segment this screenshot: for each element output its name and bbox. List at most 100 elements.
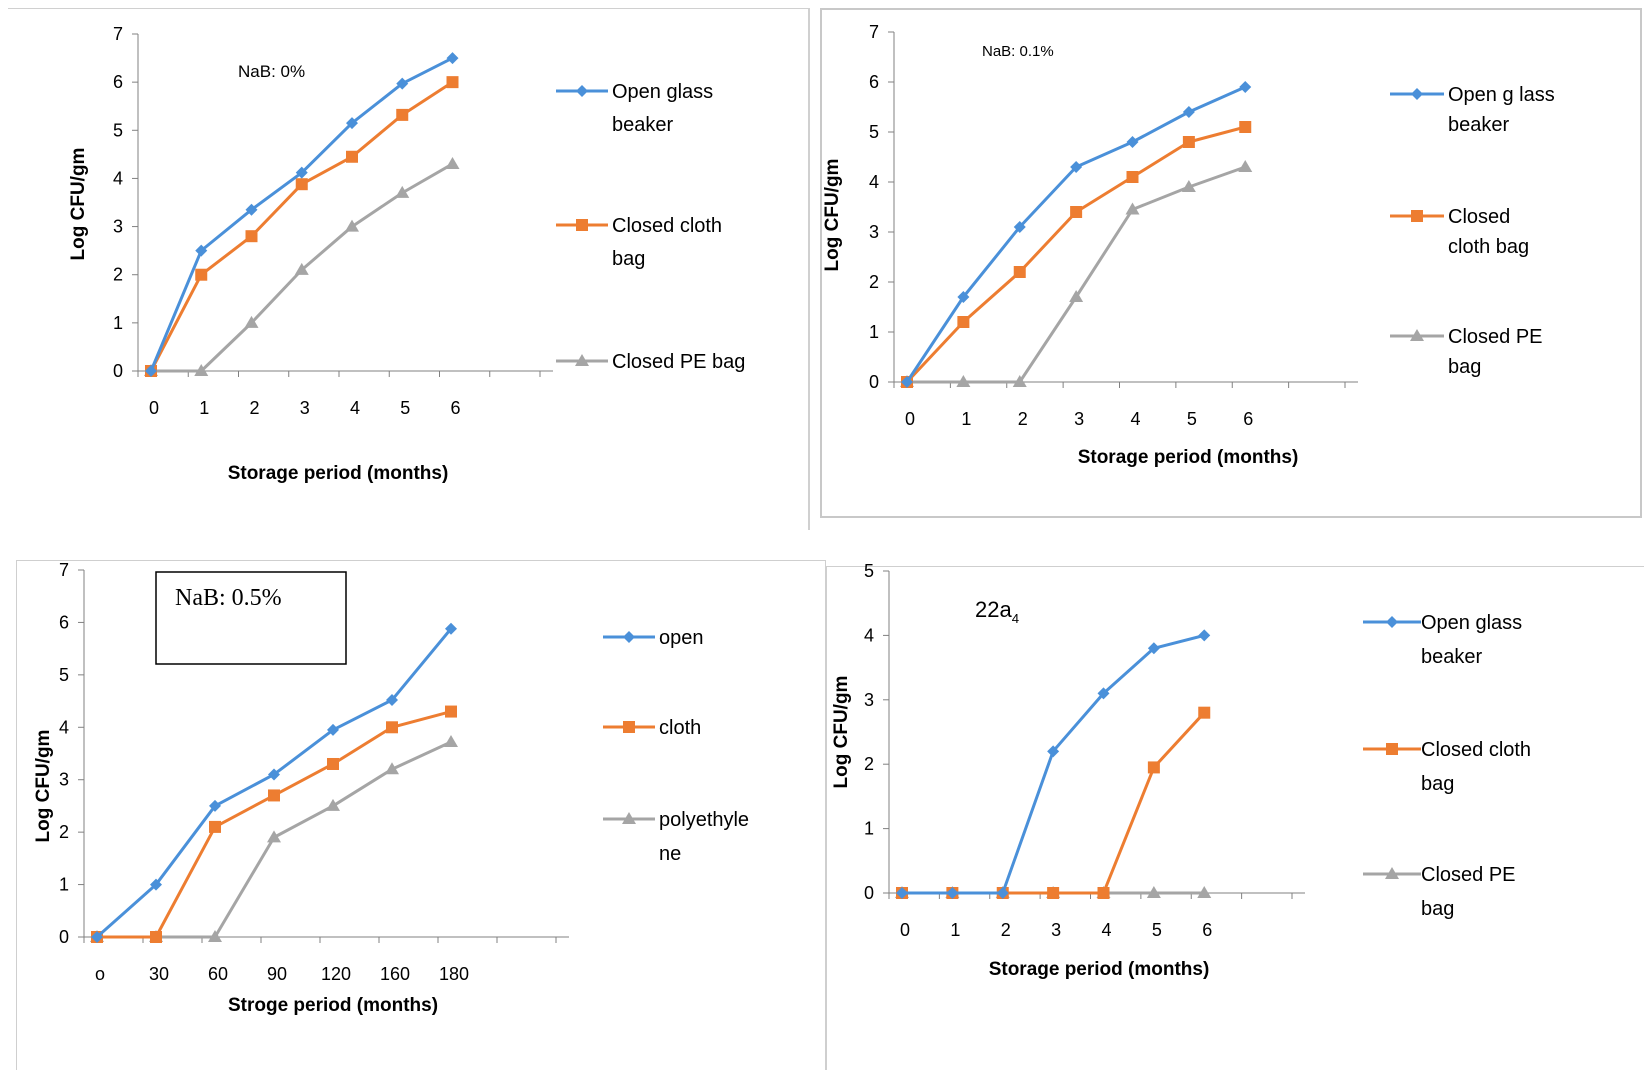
y-tick-label: 4 [113, 168, 123, 188]
legend-label-line: Closed PE [1421, 864, 1516, 886]
x-tick-label: 0 [905, 409, 915, 429]
chart-panel-nab-0-1: 0 1 2 3 4 5 6 7 0 1 2 3 4 5 6 Storage period (months) Lo… [820, 8, 1642, 518]
x-tick-label: 160 [380, 964, 410, 984]
data-point-square [327, 757, 339, 770]
legend-label-line: cloth bag [1448, 236, 1529, 258]
y-tick-label: 0 [59, 927, 69, 947]
chart-panel-nab-0-5: 0 1 2 3 4 5 6 7 o 30 60 90 120 160 180 Stroge period (m… [16, 560, 826, 1070]
annotation-subscript: 4 [1012, 611, 1019, 626]
legend-marker-triangle [1385, 867, 1399, 879]
data-point-square [1070, 206, 1083, 218]
chart-panel-nab-0: 0 1 2 3 4 5 6 7 0 1 2 3 4 5 6 Storage period (months) Lo… [8, 8, 810, 530]
data-point-diamond [295, 166, 308, 179]
series-line-square [149, 80, 454, 372]
data-point-diamond [446, 52, 459, 65]
data-point-diamond [268, 768, 280, 781]
legend-label-line: polyethyle [659, 809, 749, 831]
data-point-square [1047, 887, 1060, 899]
y-tick-label: 2 [864, 754, 874, 774]
data-point-square [446, 76, 459, 89]
legend-marker-square [623, 721, 635, 733]
legend-label-line: Closed [1448, 206, 1510, 228]
axes: 0 1 2 3 4 5 0 1 2 3 4 5 6 Storage period (months) Log … [831, 561, 1305, 980]
data-point-diamond [346, 117, 358, 130]
data-point-diamond [957, 291, 970, 303]
legend-label-line: open [659, 627, 704, 649]
legend-marker-diamond [1411, 88, 1423, 100]
legend-label: Open g lass beaker [1448, 84, 1555, 136]
y-tick-label: 0 [864, 883, 874, 903]
data-point-diamond [1047, 745, 1060, 758]
axes: 0 1 2 3 4 5 6 7 0 1 2 3 4 5 6 Storage period (months) Lo… [822, 22, 1358, 468]
x-tick-label: 180 [439, 964, 469, 984]
legend-marker-square [1411, 210, 1423, 222]
data-point-triangle [395, 185, 410, 198]
legend-marker-triangle [622, 812, 636, 824]
series-line-square [902, 711, 1206, 895]
y-tick-label: 1 [59, 875, 69, 895]
data-point-diamond [1182, 106, 1195, 118]
y-axis-title: Log CFU/gm [822, 159, 843, 272]
y-axis-title: Log CFU/gm [33, 730, 54, 843]
series-line-diamond [905, 85, 1246, 383]
y-tick-label: 5 [864, 561, 874, 581]
data-point-diamond [901, 376, 913, 388]
y-tick-label: 3 [59, 770, 69, 790]
y-tick-label: 7 [113, 24, 123, 44]
legend-label-line: beaker [1448, 114, 1509, 136]
data-point-square [209, 820, 221, 833]
y-tick-label: 3 [113, 217, 123, 237]
data-point-square [1097, 887, 1110, 899]
data-point-diamond [145, 365, 157, 377]
x-tick-label: 6 [1243, 409, 1253, 429]
y-tick-label: 0 [113, 361, 123, 381]
data-point-triangle [1238, 160, 1253, 172]
data-point-diamond [91, 931, 103, 943]
legend-marker-triangle [575, 354, 589, 366]
data-point-diamond [386, 694, 398, 707]
data-point-square [1013, 266, 1026, 278]
data-point-triangle [1197, 886, 1212, 898]
data-point-triangle [1146, 886, 1161, 898]
x-axis-title: Stroge period (months) [228, 995, 438, 1016]
chart-svg: 0 1 2 3 4 5 6 7 0 1 2 3 4 5 6 Storage period (months) Lo… [68, 24, 745, 484]
y-tick-label: 1 [113, 313, 123, 333]
y-axis-title: Log CFU/gm [68, 148, 89, 261]
x-tick-label: 4 [1130, 409, 1140, 429]
data-point-triangle [956, 375, 971, 387]
legend-marker-diamond [1386, 616, 1398, 628]
legend-label-line: ne [659, 843, 681, 865]
x-tick-label: 2 [249, 398, 259, 418]
legend-marker-square [1386, 743, 1398, 755]
data-point-triangle [445, 156, 460, 169]
y-tick-label: 7 [869, 22, 879, 42]
data-point-square [1198, 706, 1211, 719]
panel-annotation: NaB: 0.1% [982, 43, 1054, 60]
x-tick-label: 1 [950, 920, 960, 940]
data-point-diamond [1239, 81, 1252, 93]
data-point-square [1147, 761, 1160, 774]
x-tick-label: 120 [321, 964, 351, 984]
x-tick-label: 6 [1202, 920, 1212, 940]
data-point-square [396, 108, 409, 121]
data-point-square [268, 789, 280, 802]
data-point-square [386, 721, 398, 734]
data-point-square [1182, 136, 1195, 148]
data-point-diamond [150, 878, 162, 891]
x-axis-title: Storage period (months) [228, 463, 449, 484]
annotation-box [155, 571, 347, 665]
data-point-triangle [194, 364, 209, 376]
legend-label-line: Open glass [1421, 612, 1522, 634]
legend-marker-triangle [1410, 329, 1424, 341]
y-tick-label: 1 [869, 322, 879, 342]
legend-label: polyethyle ne [659, 809, 749, 865]
y-axis-title: Log CFU/gm [831, 676, 852, 789]
legend-marker-square [576, 219, 588, 231]
data-point-square [195, 268, 208, 281]
data-point-diamond [1013, 221, 1026, 233]
legend-label-line: beaker [612, 114, 673, 136]
data-point-diamond [195, 244, 208, 257]
legend: open cloth polyethyle ne [603, 627, 749, 865]
